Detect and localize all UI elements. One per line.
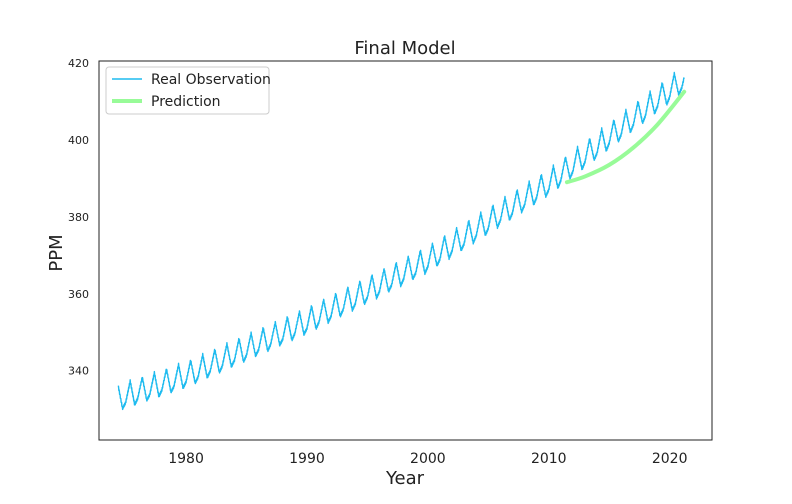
x-tick-label: 2010 — [531, 451, 567, 467]
y-axis-label: PPM — [46, 234, 67, 271]
series-line-prediction — [564, 89, 687, 185]
x-axis-label: Year — [385, 468, 425, 489]
legend-box — [105, 66, 270, 115]
y-tick-label: 340 — [68, 365, 89, 378]
plot-area — [98, 60, 713, 441]
y-tick-label: 380 — [68, 211, 89, 224]
series-line-real-observation — [117, 71, 685, 411]
legend-label-real-observation: Real Observation — [151, 72, 271, 88]
legend: Real Observation Prediction — [105, 66, 271, 115]
x-tick-label: 1990 — [289, 451, 325, 467]
y-tick-label: 360 — [68, 288, 89, 301]
y-tick-label: 400 — [68, 134, 89, 147]
y-axis: 340 360 380 400 420 — [68, 57, 89, 378]
x-tick-label: 2020 — [652, 451, 688, 467]
x-axis: 1980 1990 2000 2010 2020 — [168, 451, 687, 467]
chart-title: Final Model — [354, 38, 455, 59]
y-tick-label: 420 — [68, 57, 89, 70]
x-tick-label: 2000 — [410, 451, 446, 467]
legend-label-prediction: Prediction — [151, 94, 221, 110]
x-tick-label: 1980 — [168, 451, 204, 467]
